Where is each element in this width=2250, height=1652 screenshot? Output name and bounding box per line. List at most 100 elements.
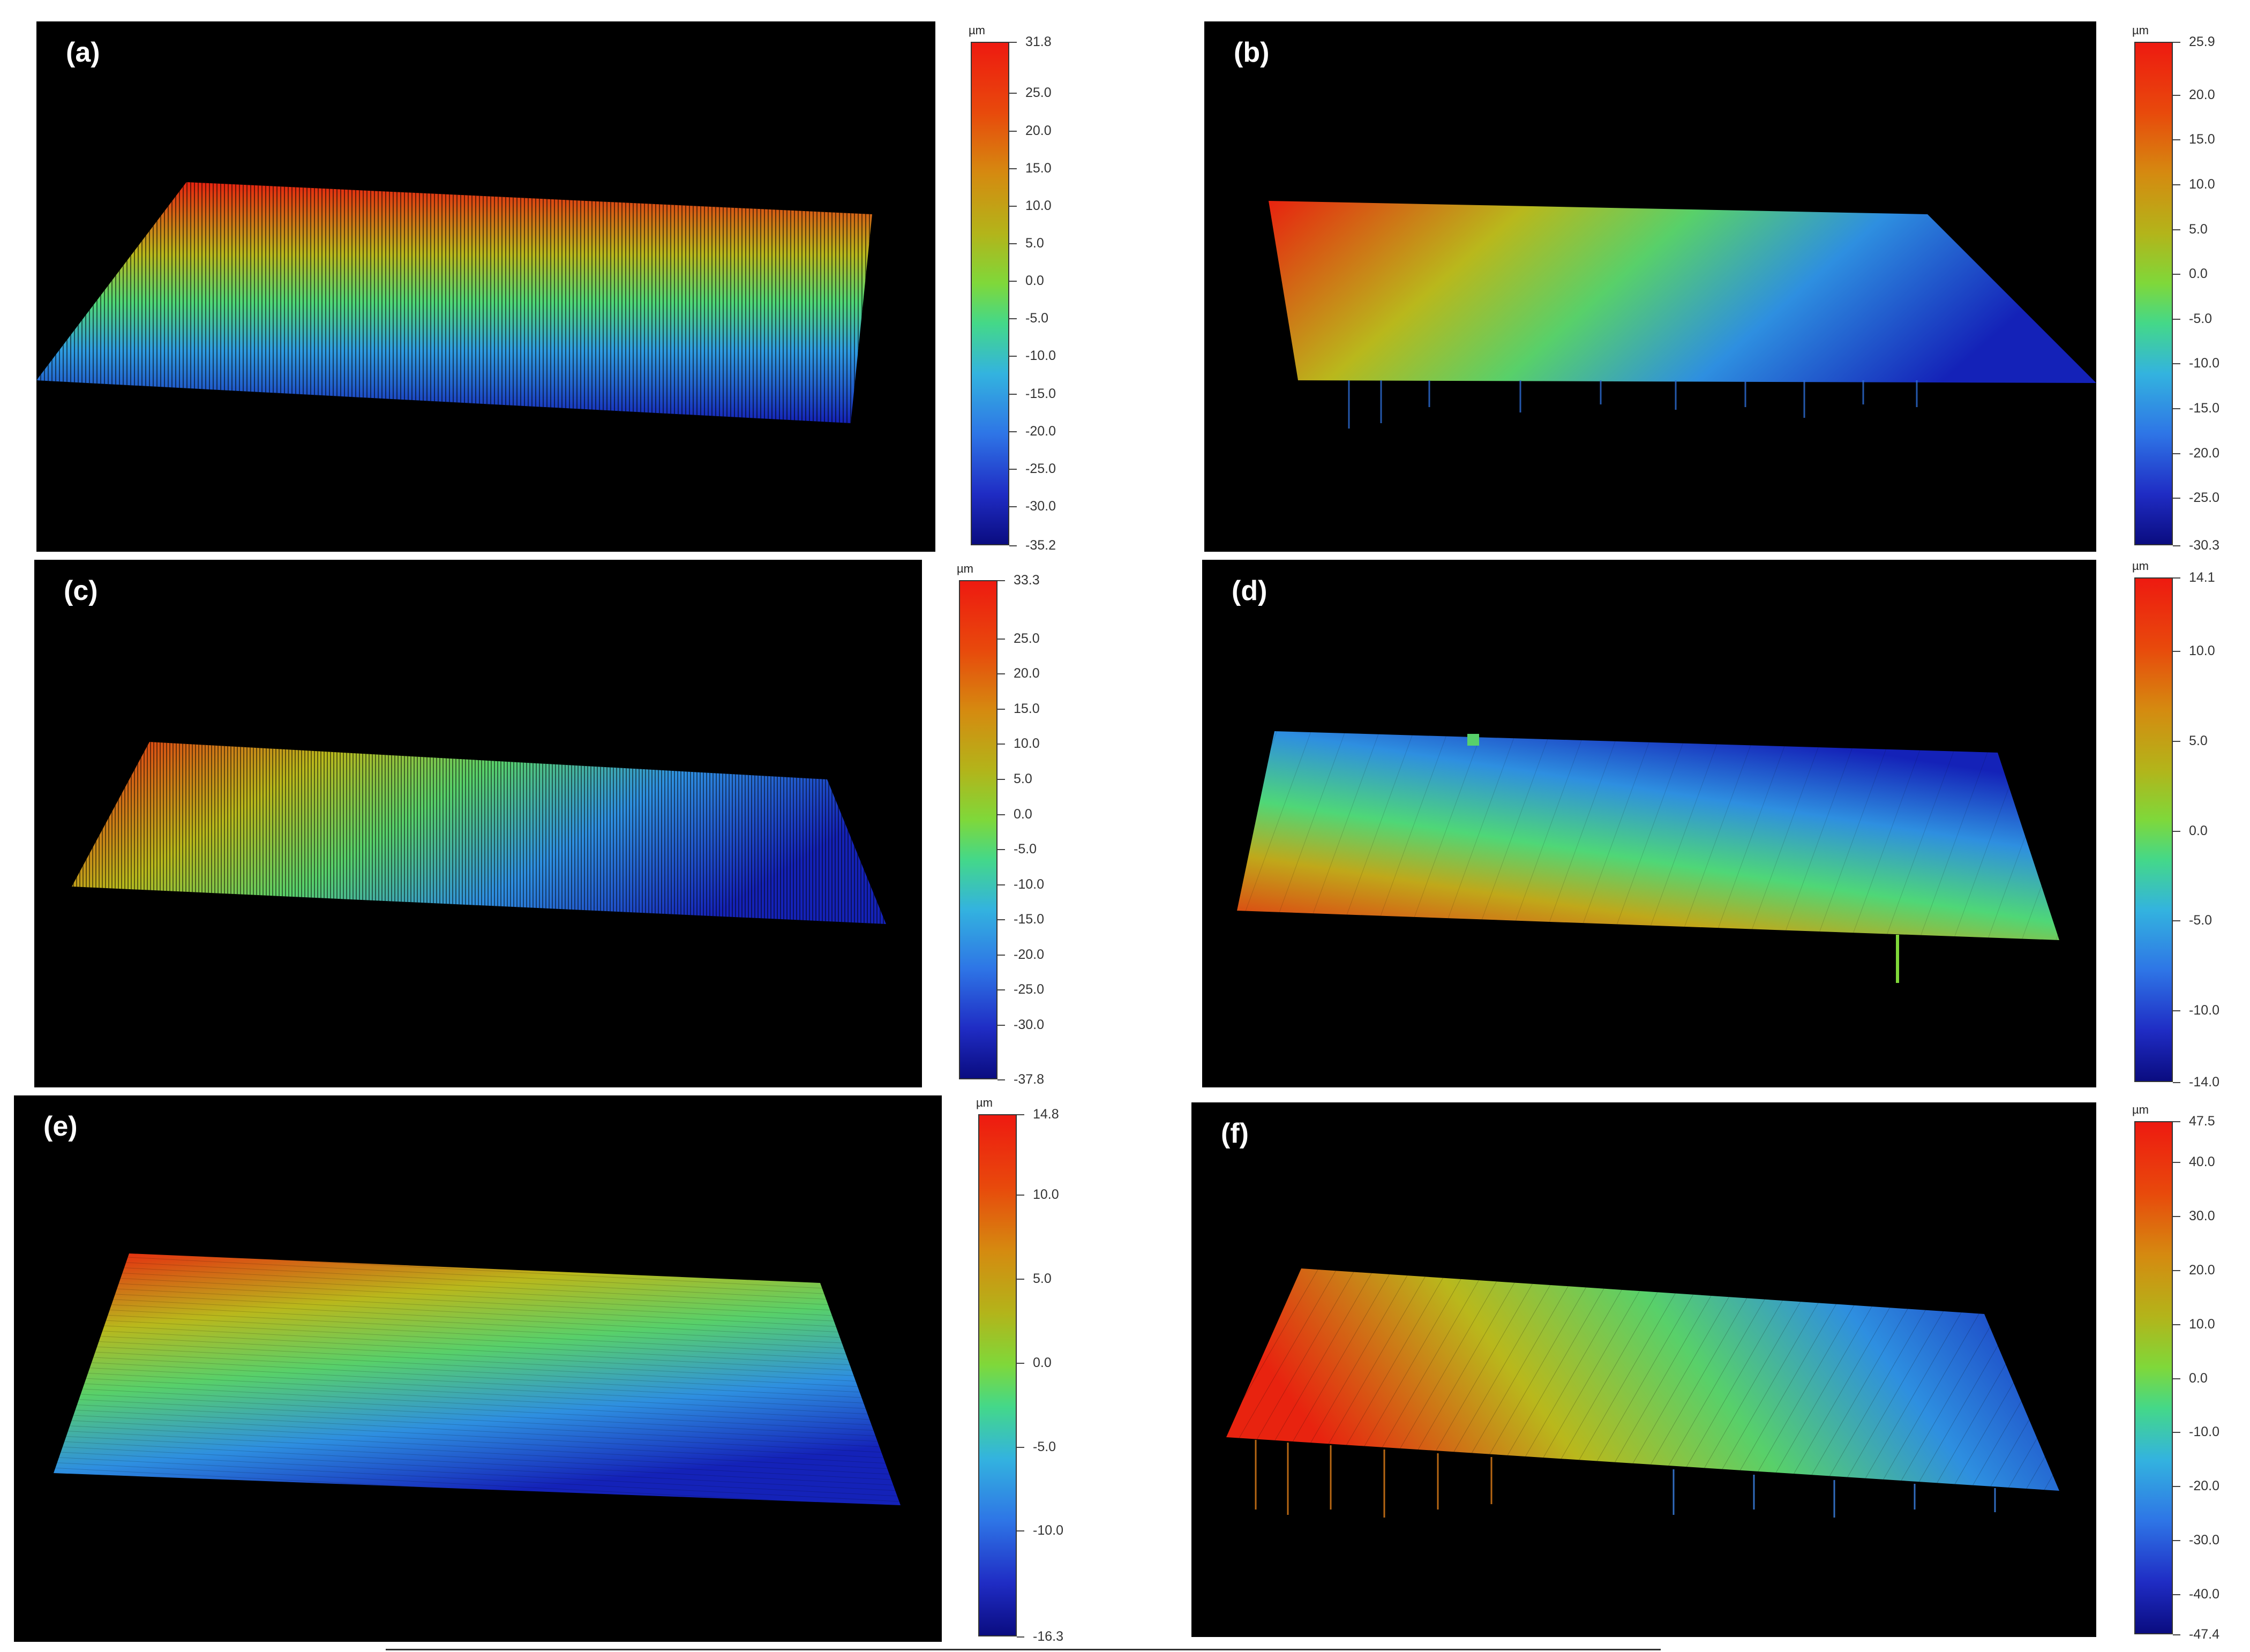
- colorbar-tick-label: -5.0: [1025, 311, 1049, 326]
- colorbar-tick-label: -40.0: [2189, 1587, 2219, 1602]
- colorbar-tick-label: -37.8: [1014, 1072, 1044, 1087]
- colorbar-tick-label: -15.0: [1025, 386, 1056, 401]
- colorbar-tick-label: 20.0: [1014, 666, 1040, 681]
- colorbar-tick-label: 0.0: [1014, 806, 1032, 822]
- surface-plot-c: (c): [34, 560, 922, 1087]
- panel-label-f: (f): [1221, 1118, 1249, 1149]
- colorbar-tick-label: -25.0: [2189, 490, 2219, 506]
- colorbar-tick-label: 25.0: [1025, 85, 1052, 101]
- colorbar-tick-label: -10.0: [2189, 1424, 2219, 1440]
- colorbar-tick-label: -10.0: [2189, 1002, 2219, 1018]
- colorbar-tick-label: -20.0: [1025, 423, 1056, 439]
- surface-c-render: [72, 742, 886, 924]
- colorbar-tick-label: -10.0: [1014, 876, 1044, 892]
- panel-label-d: (d): [1232, 575, 1268, 606]
- colorbar-tick-label: -5.0: [2189, 913, 2212, 928]
- surface-plot-b: (b): [1204, 21, 2096, 552]
- panel-label-c: (c): [64, 575, 98, 606]
- colorbar-tick-label: 31.8: [1025, 34, 1052, 49]
- colorbar-gradient-e: [978, 1114, 1017, 1636]
- colorbar-tick-label: 14.8: [1033, 1107, 1059, 1122]
- surface-a-render: [36, 182, 872, 423]
- surface-d-render: [1237, 731, 2059, 983]
- colorbar-tick-label: -10.0: [1025, 348, 1056, 364]
- colorbar-tick-label: -5.0: [1033, 1439, 1056, 1454]
- colorbar-tick-label: 5.0: [2189, 733, 2208, 749]
- colorbar-unit-f: µm: [2132, 1103, 2149, 1116]
- colorbar-gradient-c: [959, 580, 998, 1079]
- colorbar-tick-label: -25.0: [1025, 461, 1056, 476]
- surface-plot-f: (f): [1191, 1102, 2096, 1637]
- colorbar-tick-label: 5.0: [2189, 221, 2208, 237]
- colorbar-tick-label: 25.9: [2189, 34, 2215, 49]
- colorbar-tick-label: -35.2: [1025, 538, 1056, 553]
- colorbar-tick-label: 0.0: [2189, 266, 2208, 282]
- colorbar-tick-label: -5.0: [1014, 842, 1037, 857]
- colorbar-e: µm 14.8 10.0 5.0 0.0 -5.0 -10.0 -16.3: [976, 1096, 1063, 1644]
- colorbar-tick-label: -16.3: [1033, 1629, 1063, 1644]
- colorbar-gradient-d: [2134, 577, 2173, 1082]
- colorbar-tick-label: -15.0: [1014, 912, 1044, 927]
- colorbar-b: µm 25.9 20.0 15.0 10.0 5.0 0.0 -5.0 -10.0 -15.0 -…: [2132, 24, 2219, 553]
- colorbar-tick-label: 10.0: [2189, 643, 2215, 659]
- colorbar-tick-label: 10.0: [1033, 1187, 1059, 1203]
- panel-label-a: (a): [66, 37, 100, 68]
- surface-plot-a: (a): [36, 21, 935, 552]
- colorbar-gradient-b: [2134, 42, 2173, 545]
- colorbar-tick-label: 47.5: [2189, 1114, 2215, 1129]
- colorbar-tick-label: 5.0: [1033, 1271, 1052, 1287]
- panel-label-e: (e): [43, 1111, 78, 1142]
- surface-plot-e: (e): [14, 1095, 942, 1642]
- colorbar-d: µm 14.1 10.0 5.0 0.0 -5.0 -10.0 -14.0: [2132, 559, 2219, 1090]
- colorbar-tick-label: 20.0: [2189, 87, 2215, 102]
- colorbar-tick-label: -47.4: [2189, 1627, 2219, 1642]
- colorbar-tick-label: 0.0: [2189, 823, 2208, 838]
- colorbar-unit-c: µm: [957, 562, 974, 575]
- panel-label-b: (b): [1234, 37, 1270, 68]
- colorbar-tick-label: 10.0: [2189, 1316, 2215, 1332]
- colorbar-tick-label: 15.0: [1025, 160, 1052, 176]
- colorbar-tick-label: 10.0: [1025, 198, 1052, 213]
- colorbar-tick-label: 5.0: [1014, 771, 1032, 786]
- colorbar-tick-label: -20.0: [2189, 1478, 2219, 1494]
- colorbar-c: µm 33.3 25.0 20.0 15.0 10.0 5.0 0.0 -5.0 -10.0 -1…: [957, 562, 1044, 1087]
- surface-f-render: [1226, 1268, 2059, 1518]
- colorbar-tick-label: 14.1: [2189, 570, 2215, 585]
- colorbar-tick-label: 15.0: [1014, 701, 1040, 716]
- surface-plot-d: (d): [1202, 560, 2096, 1087]
- colorbar-tick-label: -10.0: [1033, 1523, 1063, 1538]
- colorbar-tick-label: 10.0: [2189, 176, 2215, 192]
- colorbar-gradient-f: [2134, 1121, 2173, 1634]
- colorbar-unit-e: µm: [976, 1096, 993, 1109]
- colorbar-tick-label: 40.0: [2189, 1154, 2215, 1169]
- colorbar-unit-d: µm: [2132, 559, 2149, 573]
- colorbar-tick-label: -10.0: [2189, 356, 2219, 371]
- colorbar-tick-label: 33.3: [1014, 573, 1040, 588]
- colorbar-tick-label: -25.0: [1014, 982, 1044, 997]
- colorbar-unit-b: µm: [2132, 24, 2149, 37]
- surface-e-render: [54, 1253, 901, 1505]
- colorbar-tick-label: 20.0: [2189, 1262, 2215, 1278]
- colorbar-tick-label: -20.0: [1014, 947, 1044, 962]
- colorbar-tick-label: -20.0: [2189, 445, 2219, 461]
- colorbar-tick-label: 25.0: [1014, 630, 1040, 646]
- colorbar-tick-label: 5.0: [1025, 236, 1044, 251]
- colorbar-gradient-a: [971, 42, 1009, 545]
- colorbar-tick-label: 0.0: [1033, 1355, 1052, 1370]
- colorbar-unit-a: µm: [969, 24, 986, 37]
- colorbar-tick-label: -14.0: [2189, 1075, 2219, 1090]
- colorbar-tick-label: -30.0: [2189, 1533, 2219, 1548]
- colorbar-tick-label: 0.0: [1025, 273, 1044, 289]
- colorbar-tick-label: -30.0: [1025, 499, 1056, 514]
- colorbar-tick-label: 10.0: [1014, 736, 1040, 752]
- bottom-rule: [386, 1649, 1661, 1650]
- colorbar-tick-label: 0.0: [2189, 1370, 2208, 1386]
- colorbar-tick-label: -30.0: [1014, 1017, 1044, 1032]
- colorbar-tick-label: -15.0: [2189, 401, 2219, 416]
- colorbar-tick-label: 15.0: [2189, 132, 2215, 147]
- colorbar-tick-label: -30.3: [2189, 538, 2219, 553]
- colorbar-tick-label: -5.0: [2189, 311, 2212, 326]
- colorbar-tick-label: 20.0: [1025, 123, 1052, 138]
- colorbar-tick-label: 30.0: [2189, 1208, 2215, 1223]
- colorbar-f: µm 47.5 40.0 30.0 20.0 10.0 0.0 -10.0 -20.0 -30.…: [2132, 1103, 2219, 1642]
